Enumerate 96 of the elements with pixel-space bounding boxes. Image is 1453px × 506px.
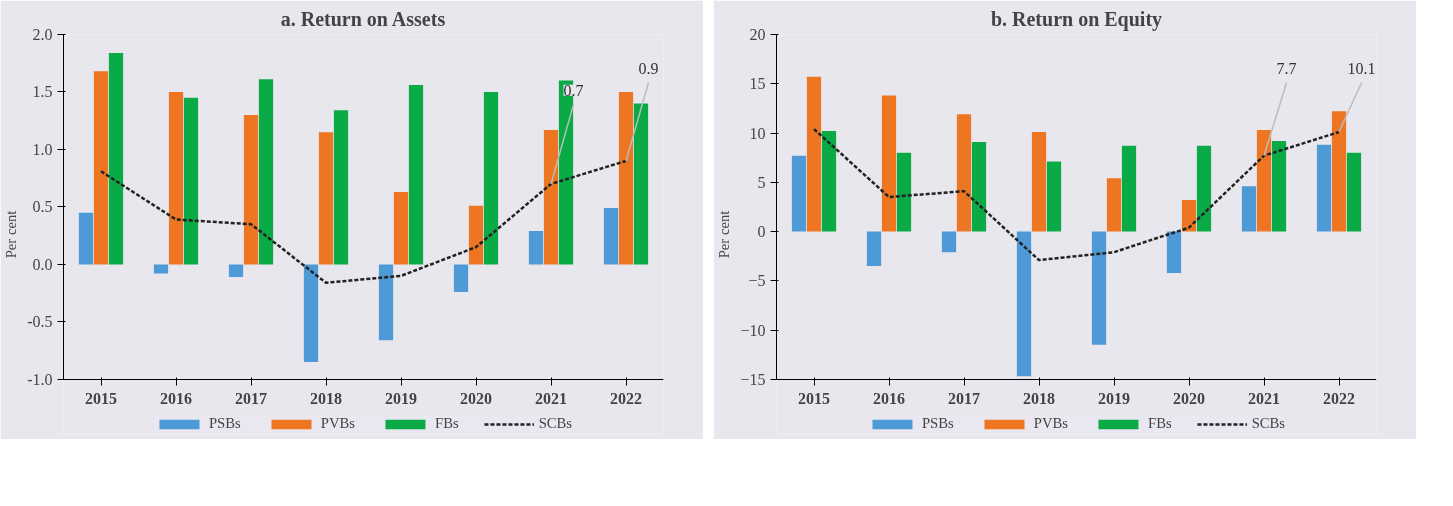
y-axis-title: Per cent [3, 210, 20, 259]
bar [1121, 145, 1137, 232]
x-tick-label: 2015 [798, 390, 830, 408]
bar [1166, 231, 1182, 273]
legend-label: SCBs [1251, 415, 1286, 432]
y-tick-label: 1.0 [32, 140, 53, 158]
bar [1016, 231, 1032, 377]
y-tick-label: 15 [749, 75, 766, 93]
y-tick-label: 20 [749, 26, 766, 43]
bar [633, 103, 649, 265]
y-tick-label: 0.0 [32, 255, 53, 273]
y-tick-label: -0.5 [27, 313, 53, 331]
bar [1181, 200, 1197, 232]
bar [408, 85, 424, 265]
bar [153, 264, 169, 274]
x-tick-label: 2015 [85, 390, 117, 408]
y-axis-title: Per cent [716, 210, 733, 259]
y-tick-label: -1.0 [27, 370, 53, 388]
bar [1271, 140, 1287, 232]
legend-label: PVBs [320, 415, 355, 432]
bar [183, 97, 199, 265]
chart-title: b. Return on Equity [990, 7, 1163, 31]
bar [258, 79, 274, 265]
y-tick-label: 0.5 [32, 198, 53, 216]
legend-label: PSBs [208, 415, 241, 432]
bar [78, 212, 94, 265]
bar [1091, 231, 1107, 345]
bar [228, 264, 244, 278]
bar [333, 110, 349, 265]
bar [1106, 178, 1122, 232]
bar [393, 191, 409, 265]
bar [881, 95, 897, 232]
x-tick-label: 2021 [535, 390, 567, 408]
bar [971, 141, 987, 232]
bar [1316, 144, 1332, 232]
x-tick-label: 2017 [948, 390, 980, 408]
bar [93, 71, 109, 265]
x-tick-label: 2016 [160, 390, 192, 408]
x-tick-label: 2018 [310, 390, 342, 408]
bar [791, 155, 807, 232]
annotation: 10.1 [1347, 59, 1376, 77]
bar [603, 208, 619, 265]
legend-label: PVBs [1033, 415, 1068, 432]
bar [543, 129, 559, 265]
y-tick-label: −10 [740, 321, 766, 339]
legend-label: FBs [1147, 415, 1172, 432]
bar [1031, 132, 1047, 232]
x-tick-label: 2016 [873, 390, 905, 408]
bar [378, 264, 394, 341]
bar [243, 114, 259, 265]
bar [1331, 111, 1347, 232]
x-tick-label: 2022 [1323, 390, 1355, 408]
bar [528, 231, 544, 265]
legend-label: FBs [434, 415, 459, 432]
y-tick-label: −15 [740, 370, 766, 388]
bar [1256, 130, 1272, 232]
legend-label: SCBs [538, 415, 573, 432]
y-tick-label: 1.5 [32, 83, 53, 101]
bar [303, 264, 319, 363]
x-tick-label: 2019 [385, 390, 417, 408]
bar [1046, 161, 1062, 232]
bar [956, 114, 972, 232]
bar [1241, 186, 1257, 232]
y-tick-label: −5 [748, 272, 766, 290]
bar [941, 231, 957, 253]
x-tick-label: 2019 [1098, 390, 1130, 408]
x-tick-label: 2020 [1173, 390, 1205, 408]
bar [168, 91, 184, 265]
x-tick-label: 2018 [1023, 390, 1055, 408]
y-tick-label: 10 [749, 124, 766, 142]
annotation: 7.7 [1276, 59, 1297, 77]
x-tick-label: 2020 [460, 390, 492, 408]
bar [1196, 145, 1212, 232]
legend-label: PSBs [921, 415, 954, 432]
bar [806, 76, 822, 232]
line-series [99, 159, 628, 285]
bar [468, 205, 484, 265]
y-tick-label: 0 [757, 223, 766, 241]
annotation: 0.7 [563, 81, 584, 99]
bar [821, 131, 837, 232]
bar [866, 231, 882, 267]
x-tick-label: 2017 [235, 390, 267, 408]
bar [1346, 152, 1362, 232]
chart-title: a. Return on Assets [280, 7, 446, 30]
annotation: 0.9 [638, 59, 659, 77]
y-tick-label: 2.0 [32, 26, 53, 43]
x-tick-label: 2021 [1248, 390, 1280, 408]
bar [896, 152, 912, 232]
line-series [812, 127, 1341, 262]
x-tick-label: 2022 [610, 390, 642, 408]
bar [618, 91, 634, 265]
bar [108, 52, 124, 265]
bar [318, 132, 334, 265]
y-tick-label: 5 [757, 173, 766, 191]
bar [453, 264, 469, 292]
bar [483, 91, 499, 265]
